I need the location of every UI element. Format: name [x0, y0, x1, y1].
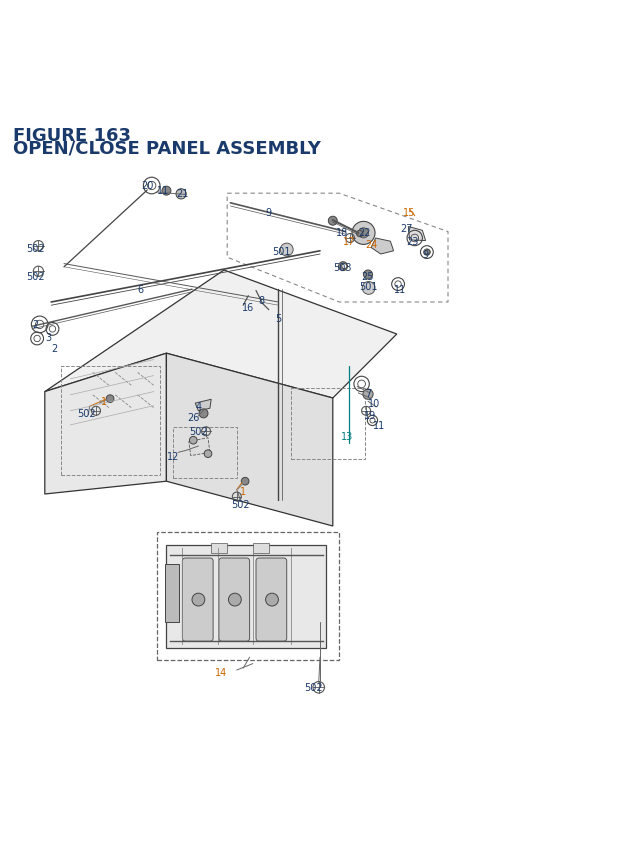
Circle shape — [362, 282, 375, 295]
Text: 1: 1 — [240, 486, 246, 496]
Text: 16: 16 — [242, 303, 255, 313]
Text: 501: 501 — [359, 282, 377, 292]
Text: 19: 19 — [364, 411, 376, 421]
Polygon shape — [166, 354, 333, 526]
Text: 23: 23 — [406, 237, 419, 247]
Text: 7: 7 — [365, 388, 371, 399]
Circle shape — [106, 395, 114, 403]
FancyBboxPatch shape — [182, 558, 213, 641]
Circle shape — [425, 251, 430, 256]
Text: 5: 5 — [275, 313, 282, 324]
FancyBboxPatch shape — [219, 558, 250, 641]
Text: 11: 11 — [372, 420, 385, 430]
Circle shape — [356, 231, 363, 238]
Text: 21: 21 — [176, 189, 189, 199]
Circle shape — [162, 187, 171, 196]
Text: 3: 3 — [45, 333, 51, 343]
Text: FIGURE 163: FIGURE 163 — [13, 127, 131, 145]
Text: 17: 17 — [342, 237, 355, 247]
Circle shape — [363, 389, 373, 400]
Polygon shape — [195, 400, 211, 412]
Circle shape — [280, 244, 293, 257]
Text: 9: 9 — [422, 250, 429, 260]
Circle shape — [358, 228, 369, 238]
Text: 18: 18 — [336, 227, 349, 238]
Circle shape — [364, 270, 372, 280]
Text: 1: 1 — [101, 397, 108, 406]
Circle shape — [228, 593, 241, 606]
Circle shape — [204, 450, 212, 458]
Text: OPEN/CLOSE PANEL ASSEMBLY: OPEN/CLOSE PANEL ASSEMBLY — [13, 139, 321, 158]
Text: 13: 13 — [340, 432, 353, 442]
Circle shape — [328, 217, 337, 226]
Circle shape — [176, 189, 186, 200]
Text: 26: 26 — [187, 412, 200, 423]
Polygon shape — [165, 565, 179, 623]
Text: 503: 503 — [333, 263, 351, 272]
Text: 24: 24 — [365, 240, 378, 250]
Polygon shape — [408, 227, 426, 241]
Text: 2: 2 — [32, 320, 38, 330]
Text: 502: 502 — [77, 408, 96, 418]
Text: 2: 2 — [51, 344, 58, 354]
Polygon shape — [371, 238, 394, 255]
Text: 20: 20 — [141, 181, 154, 190]
Circle shape — [199, 409, 208, 418]
Text: 502: 502 — [26, 272, 45, 282]
Polygon shape — [189, 438, 210, 456]
Text: 501: 501 — [273, 246, 291, 257]
Text: 12: 12 — [166, 451, 179, 461]
Bar — [253, 543, 269, 554]
Text: 502: 502 — [26, 244, 45, 253]
Text: 8: 8 — [258, 295, 264, 306]
FancyBboxPatch shape — [256, 558, 287, 641]
Circle shape — [352, 222, 375, 245]
Text: 4: 4 — [195, 401, 202, 412]
Text: 10: 10 — [368, 399, 381, 409]
Bar — [211, 543, 227, 554]
Text: 11: 11 — [394, 285, 406, 294]
Text: 25: 25 — [362, 272, 374, 282]
Text: 27: 27 — [400, 224, 413, 234]
Text: 502: 502 — [189, 427, 208, 437]
Circle shape — [189, 437, 197, 444]
Circle shape — [342, 264, 347, 269]
Text: 11: 11 — [157, 186, 170, 195]
Text: 9: 9 — [266, 208, 272, 218]
Circle shape — [192, 593, 205, 606]
Circle shape — [266, 593, 278, 606]
Text: 22: 22 — [358, 227, 371, 238]
Circle shape — [241, 478, 249, 486]
Circle shape — [339, 263, 348, 271]
Polygon shape — [166, 546, 326, 647]
Text: 502: 502 — [304, 683, 323, 692]
Polygon shape — [45, 270, 397, 399]
Text: 14: 14 — [214, 667, 227, 677]
Text: 6: 6 — [138, 285, 144, 294]
Polygon shape — [45, 354, 166, 494]
Text: 15: 15 — [403, 208, 416, 218]
Text: 502: 502 — [230, 499, 250, 509]
